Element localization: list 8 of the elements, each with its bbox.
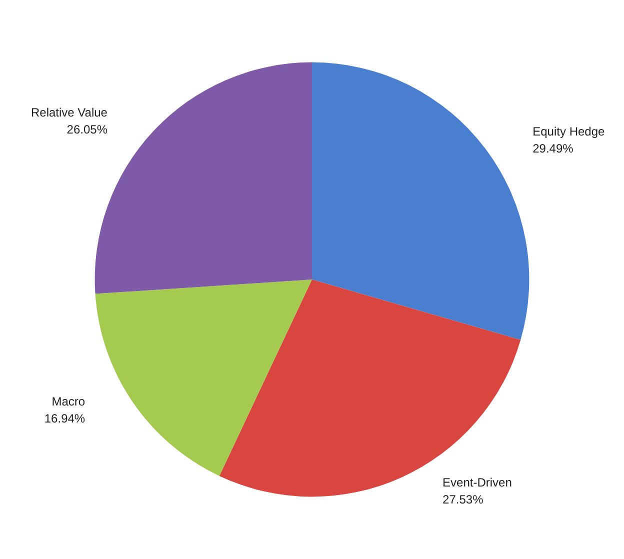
slice-label: Relative Value: [30, 105, 108, 120]
slice-label: Equity Hedge: [532, 124, 606, 139]
slice-label: Event-Driven: [442, 476, 512, 490]
data-label: 27.53%: [442, 492, 484, 507]
data-label: 29.49%: [532, 142, 574, 156]
data-label: 16.94%: [44, 412, 86, 426]
data-label: 26.05%: [66, 122, 108, 136]
slice-label: Macro: [52, 394, 86, 409]
